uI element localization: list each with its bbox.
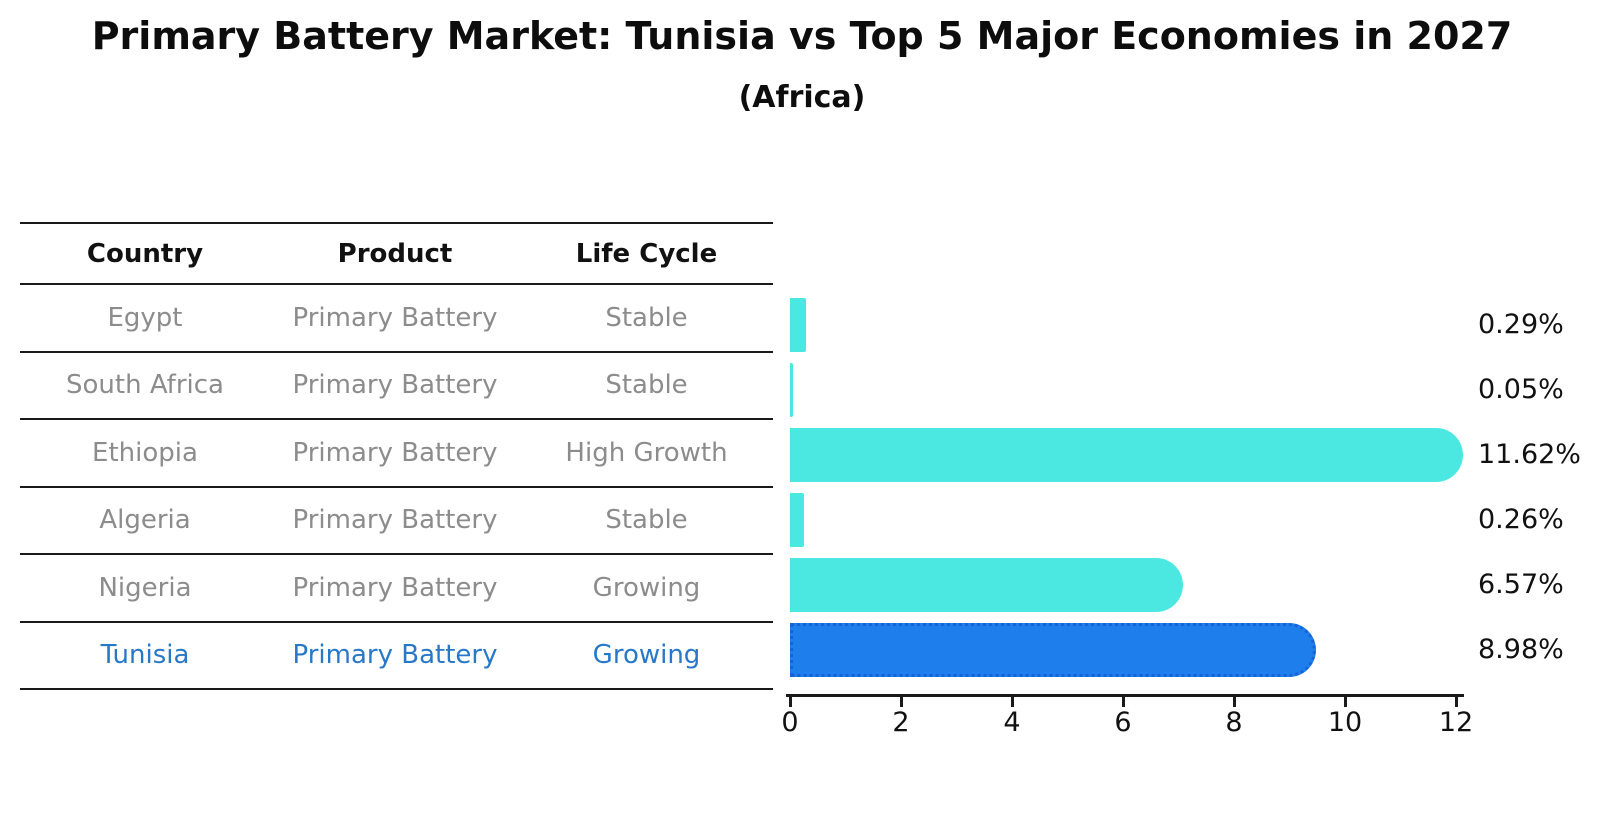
bar-ethiopia [790,428,1463,482]
value-label: 11.62% [1478,439,1581,470]
x-tick-label: 4 [1003,707,1021,738]
column-header: Life Cycle [575,238,718,269]
x-tick-label: 0 [781,707,799,738]
bar-egypt [790,298,807,352]
page-title: Primary Battery Market: Tunisia vs Top 5… [91,14,1513,58]
table-row-algeria: Algeria Primary Battery Stable [20,488,773,555]
x-tick-label: 6 [1114,707,1132,738]
table-row-ethiopia: Ethiopia Primary Battery High Growth [20,420,773,488]
table-row-egypt: Egypt Primary Battery Stable [20,285,773,353]
country-table: Country Product Life Cycle Egypt Primary Bat… [20,222,773,690]
x-axis-tick [900,696,903,707]
country-cell: Nigeria [98,572,192,603]
page-subtitle: (Africa) [738,80,866,115]
life-cycle-cell: Stable [605,370,688,401]
bar-tunisia [790,623,1317,677]
value-label: 0.26% [1478,504,1564,535]
x-tick-label: 12 [1438,707,1474,738]
x-axis-tick [1122,696,1125,707]
life-cycle-cell: Growing [592,572,701,603]
life-cycle-cell: High Growth [565,437,728,468]
x-axis-tick [1344,696,1347,707]
country-cell: Ethiopia [92,437,198,468]
country-cell: Tunisia [100,640,190,671]
life-cycle-cell: Stable [605,505,688,536]
country-cell: Egypt [107,302,183,333]
product-cell: Primary Battery [292,370,498,401]
value-label: 0.05% [1478,374,1564,405]
value-label: 6.57% [1478,569,1564,600]
product-cell: Primary Battery [292,302,498,333]
country-cell: Algeria [99,505,191,536]
x-axis-tick [789,696,792,707]
column-header: Product [337,238,453,269]
x-axis-tick [1455,696,1458,707]
product-cell: Primary Battery [292,505,498,536]
value-label: 8.98% [1478,634,1564,665]
bar-algeria [790,493,805,547]
country-cell: South Africa [66,370,224,401]
product-cell: Primary Battery [292,572,498,603]
table-row-tunisia: Tunisia Primary Battery Growing [20,623,773,690]
column-header: Country [86,238,204,269]
x-tick-label: 2 [892,707,910,738]
bar-nigeria [790,558,1183,612]
x-axis-line [786,694,1464,697]
product-cell: Primary Battery [292,640,498,671]
value-label: 0.29% [1478,309,1564,340]
product-cell: Primary Battery [292,437,498,468]
x-axis-tick [1233,696,1236,707]
table-header-row: Country Product Life Cycle [20,224,773,285]
x-tick-label: 10 [1327,707,1363,738]
life-cycle-cell: Stable [605,302,688,333]
bar-south-africa [790,363,793,417]
table-row-nigeria: Nigeria Primary Battery Growing [20,555,773,623]
table-row-south-africa: South Africa Primary Battery Stable [20,353,773,420]
life-cycle-cell: Growing [592,640,701,671]
x-axis-tick [1011,696,1014,707]
x-tick-label: 8 [1225,707,1243,738]
